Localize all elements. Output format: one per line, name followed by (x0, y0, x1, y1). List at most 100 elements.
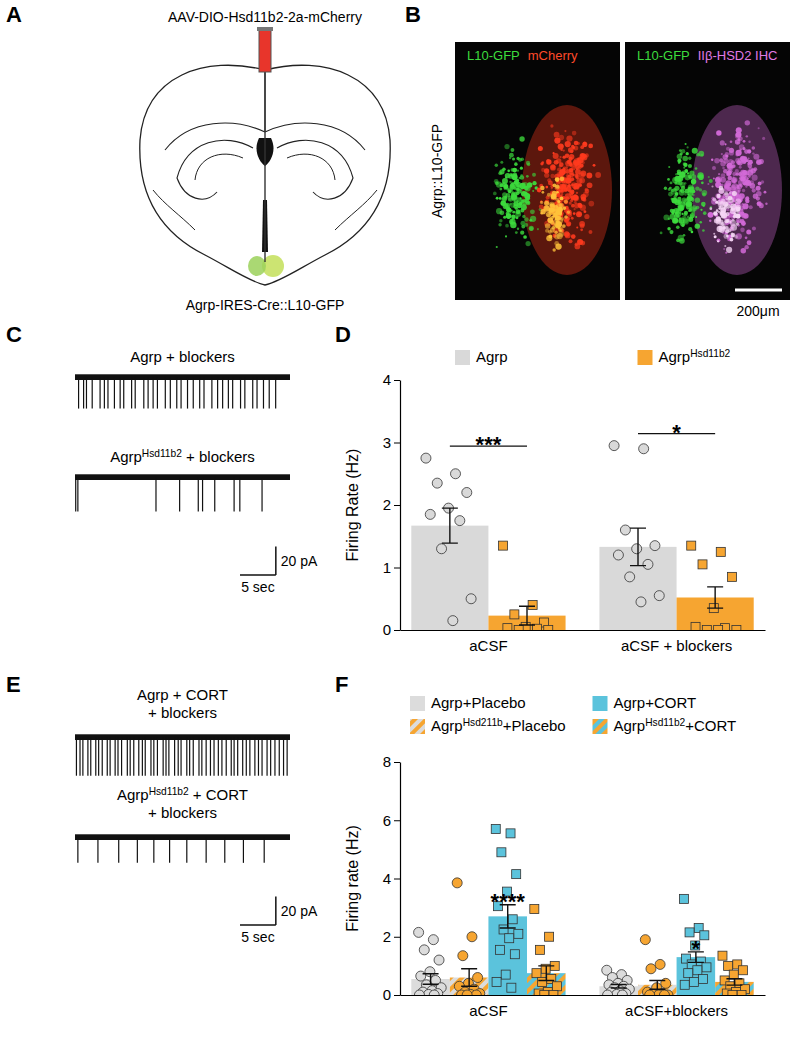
point (620, 525, 630, 535)
cell (584, 214, 589, 219)
cell (580, 228, 583, 231)
cell (506, 213, 512, 219)
tick-label: aCSF + blockers (621, 637, 732, 654)
axis-line (400, 381, 401, 631)
cell (526, 161, 530, 165)
tick-mark (394, 630, 400, 631)
spike (283, 737, 284, 776)
cell (731, 177, 736, 182)
cell (585, 189, 590, 194)
micrograph (455, 42, 620, 300)
legend-label: AgrpHsd211b+Placebo (431, 717, 566, 735)
scale-bar-label: 20 pA (281, 903, 318, 919)
cell (569, 202, 572, 205)
cell (559, 135, 564, 140)
cell (511, 148, 515, 152)
cell (741, 171, 747, 177)
hippocampus (177, 140, 253, 199)
spike (169, 837, 170, 863)
cell (566, 221, 571, 226)
cell (695, 198, 700, 203)
cell (765, 203, 767, 205)
cell (689, 217, 691, 219)
point (540, 991, 549, 996)
point (451, 469, 461, 479)
spike (107, 737, 108, 776)
point (639, 444, 649, 454)
tick: 8 (383, 753, 400, 770)
cell (684, 211, 688, 215)
spike (115, 737, 116, 776)
cell (540, 162, 543, 165)
cell (721, 199, 725, 203)
cell (682, 217, 688, 223)
point (503, 624, 512, 630)
cell (725, 252, 727, 254)
cell (676, 208, 682, 214)
tick: aCSF + blockers (621, 637, 732, 654)
cell (730, 166, 733, 169)
cell (667, 178, 670, 181)
spike (165, 377, 166, 408)
cell (523, 235, 527, 239)
point (510, 610, 519, 619)
cell (670, 182, 673, 185)
tick: 4 (383, 371, 400, 388)
spike (252, 377, 253, 408)
cell (498, 223, 501, 226)
spike (79, 737, 80, 776)
spike (180, 377, 181, 408)
cell (683, 234, 686, 237)
tick-label: aCSF (469, 1002, 507, 1019)
spike (117, 737, 118, 776)
x-axis: aCSF aCSF + blockers (401, 631, 766, 654)
spike (107, 377, 108, 408)
legend-swatch (593, 696, 608, 711)
cell (563, 166, 566, 169)
cell (557, 233, 563, 239)
trace-label: + blockers (148, 704, 217, 721)
cell (572, 161, 578, 167)
spike (231, 737, 232, 776)
channel-label: mCherry (528, 48, 578, 63)
spike (87, 737, 88, 776)
tick-label: 0 (383, 986, 391, 1003)
cell (557, 172, 562, 177)
cell (569, 154, 575, 160)
channel-label: L10-GFP (637, 48, 690, 63)
point (724, 961, 733, 970)
cell (660, 232, 663, 235)
spike (90, 737, 91, 776)
cell (520, 157, 524, 161)
tick-mark (394, 995, 400, 996)
tick-label: aCSF (469, 637, 507, 654)
spike (76, 737, 77, 776)
cell (748, 140, 750, 142)
cell (664, 187, 667, 190)
cell (577, 203, 582, 208)
cell (739, 144, 745, 150)
spike (244, 377, 245, 408)
cell (519, 202, 523, 206)
cell (669, 230, 673, 234)
cell (762, 137, 765, 140)
y-axis-title: Firing rate (Hz) (344, 825, 361, 932)
cell (499, 169, 504, 174)
error-bar (611, 985, 627, 988)
cell (686, 201, 692, 207)
tick: 2 (383, 496, 400, 513)
cell (564, 199, 568, 203)
cell (555, 198, 559, 202)
spike (275, 377, 276, 408)
point (636, 597, 646, 607)
cell (716, 194, 720, 198)
point (416, 971, 426, 981)
cell (575, 169, 581, 175)
point (497, 848, 506, 857)
panel-label: F (335, 672, 348, 697)
text-part: Agrp (659, 348, 691, 365)
spike (148, 377, 149, 408)
cell (520, 183, 526, 189)
cell (720, 207, 726, 213)
y-axis: 02468 (383, 753, 401, 1003)
